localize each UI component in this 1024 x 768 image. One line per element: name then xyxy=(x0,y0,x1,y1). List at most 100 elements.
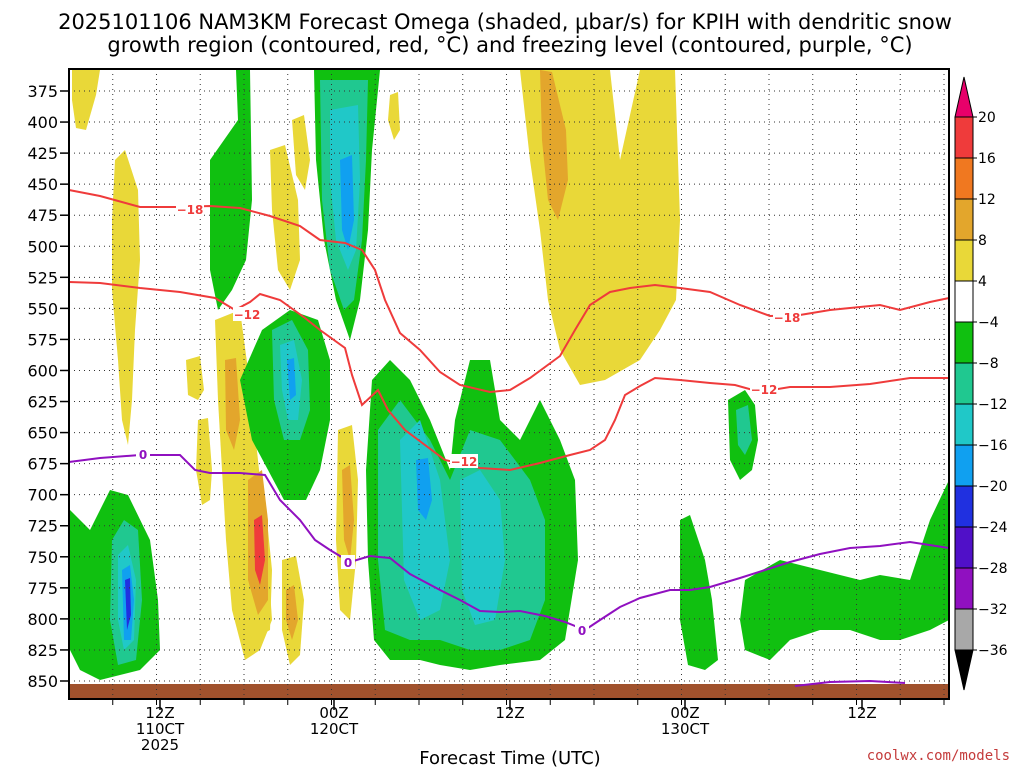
contour-label-red: −18 xyxy=(774,311,801,325)
omega-region-yellow-small-a xyxy=(186,356,204,400)
y-tick-label: 450 xyxy=(27,175,58,194)
omega-core-cyan-d xyxy=(400,420,450,620)
x-tick-label: 12Z xyxy=(847,704,876,722)
y-tick-label: 775 xyxy=(27,579,58,598)
omega-core-orange-top xyxy=(540,70,568,220)
x-tick-label: 110CT xyxy=(136,720,185,738)
y-tick-label: 725 xyxy=(27,517,58,536)
omega-region-yellow-top-e xyxy=(388,92,400,140)
x-axis-label: Forecast Time (UTC) xyxy=(419,748,600,768)
colorbar-label: −36 xyxy=(978,643,1008,659)
colorbar-label: 20 xyxy=(978,110,996,126)
y-tick-label: 700 xyxy=(27,486,58,505)
y-tick-label: 675 xyxy=(27,455,58,474)
x-tick-label: 00Z xyxy=(319,704,348,722)
colorbar-top-arrow xyxy=(954,76,974,118)
omega-core-teal-right xyxy=(736,405,752,455)
y-tick-label: 400 xyxy=(27,113,58,132)
omega-region-green-bottom-right xyxy=(740,480,949,660)
colorbar-label: −4 xyxy=(978,315,999,331)
colorbar-label: 8 xyxy=(978,233,987,249)
omega-region-green-right-a xyxy=(680,515,718,670)
y-tick-label: 825 xyxy=(27,641,58,660)
colorbar-label: 12 xyxy=(978,192,996,208)
colorbar-label: −8 xyxy=(978,356,999,372)
colorbar-label: 16 xyxy=(978,151,996,167)
omega-core-orange-c xyxy=(286,585,298,640)
omega-core-orange-a xyxy=(225,358,240,450)
y-tick-label: 750 xyxy=(27,548,58,567)
x-tick-label: 130CT xyxy=(661,720,710,738)
contour-label-purple: 0 xyxy=(139,448,147,462)
omega-core-orange-d xyxy=(342,465,354,560)
omega-region-green-tall-a xyxy=(210,70,252,310)
colorbar-bottom-arrow xyxy=(954,649,974,691)
x-tick-label: 120CT xyxy=(310,720,359,738)
y-tick-label: 600 xyxy=(27,361,58,380)
colorbar-swatch xyxy=(954,608,974,651)
omega-core-blue-d xyxy=(416,458,432,520)
colorbar-swatch xyxy=(954,157,974,200)
chart-title-line2: growth region (contoured, red, °C) and f… xyxy=(107,33,912,57)
colorbar-swatch xyxy=(954,485,974,528)
colorbar-swatch xyxy=(954,239,974,282)
colorbar-label: 4 xyxy=(978,274,987,290)
contour-label-red: −18 xyxy=(177,203,204,217)
colorbar-swatch xyxy=(954,403,974,446)
colorbar-label: −32 xyxy=(978,602,1008,618)
colorbar-label: −20 xyxy=(978,479,1008,495)
colorbar-label: −16 xyxy=(978,438,1008,454)
y-tick-label: 375 xyxy=(27,82,58,101)
colorbar-swatch xyxy=(954,321,974,364)
omega-region-yellow-top-c xyxy=(270,145,300,290)
plot-frame xyxy=(68,68,950,700)
contour-label-red: −12 xyxy=(451,455,478,469)
y-tick-label: 800 xyxy=(27,610,58,629)
grid xyxy=(69,69,949,699)
omega-core-red xyxy=(254,515,265,585)
contour-label-purple: 0 xyxy=(578,624,586,638)
omega-region-yellow-left-column xyxy=(112,150,140,445)
y-tick-label: 650 xyxy=(27,424,58,443)
y-tick-label: 425 xyxy=(27,144,58,163)
y-tick-label: 550 xyxy=(27,299,58,318)
contour-labels: −18 −12 −12 −18 −12 0 0 0 xyxy=(136,202,801,638)
y-tick-label: 575 xyxy=(27,330,58,349)
omega-core-blue-b xyxy=(287,358,296,400)
terrain-strip xyxy=(69,684,949,699)
chart-title-line1: 2025101106 NAM3KM Forecast Omega (shaded… xyxy=(58,10,952,34)
contour-label-purple: 0 xyxy=(344,556,352,570)
colorbar-swatch xyxy=(954,362,974,405)
omega-region-yellow-top-d xyxy=(292,115,310,190)
contour-purple-freezing-low xyxy=(794,679,906,687)
omega-core-cyan-e xyxy=(460,470,505,625)
contour-label-red: −12 xyxy=(234,308,261,322)
y-tick-label: 525 xyxy=(27,268,58,287)
colorbar-swatch xyxy=(954,280,974,323)
plot-area xyxy=(69,69,949,699)
x-tick-label: 12Z xyxy=(145,704,174,722)
colorbar-swatch xyxy=(954,444,974,487)
omega-region-yellow-topleft xyxy=(72,70,100,130)
contour-purple-freezing xyxy=(68,454,950,632)
x-tick-label: 12Z xyxy=(495,704,524,722)
omega-core-darkblue-left xyxy=(125,578,131,630)
y-axis: 375 400 425 450 475 500 525 550 575 600 625 650 675 7… xyxy=(27,82,69,691)
x-tick-label: 2025 xyxy=(141,736,179,754)
y-tick-label: 625 xyxy=(27,393,58,412)
y-tick-label: 475 xyxy=(27,206,58,225)
colorbar-label: −24 xyxy=(978,520,1008,536)
omega-core-blue-c xyxy=(340,155,354,250)
contour-label-red: −12 xyxy=(751,383,778,397)
colorbar-swatch xyxy=(954,116,974,159)
credit-text: coolwx.com/models xyxy=(867,748,1010,764)
colorbar-swatch xyxy=(954,567,974,610)
colorbar-label: −28 xyxy=(978,561,1008,577)
colorbar-label: −12 xyxy=(978,397,1008,413)
colorbar-swatch xyxy=(954,526,974,569)
x-tick-label: 00Z xyxy=(670,704,699,722)
colorbar: 20 16 12 8 4 −4 −8 −12 −16 −20 −24 −28 −32 −36 xyxy=(954,76,1008,691)
colorbar-swatch xyxy=(954,198,974,241)
